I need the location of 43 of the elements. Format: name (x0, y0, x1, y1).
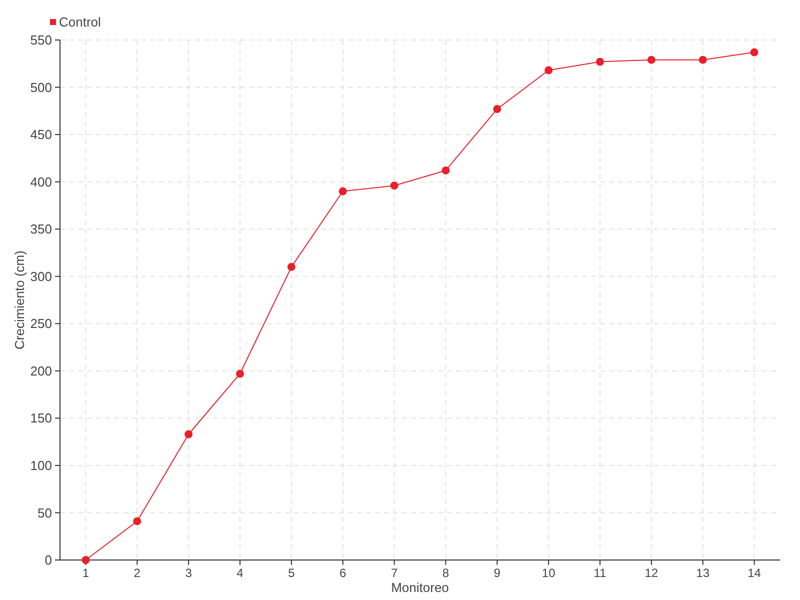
point (596, 58, 604, 66)
x-tick-label: 14 (748, 566, 762, 580)
x-tick-label: 1 (82, 566, 90, 580)
point (287, 262, 296, 271)
point (750, 48, 758, 56)
y-tick-label: 300 (30, 268, 52, 284)
point (82, 556, 90, 564)
y-tick-label: 50 (38, 505, 52, 520)
y-axis-title: Crecimiento (cm) (12, 250, 27, 350)
point (133, 517, 142, 526)
y-tick-label: 200 (30, 363, 52, 378)
point (647, 56, 656, 64)
x-tick-label: 7 (390, 566, 398, 580)
y-tick-label: 350 (30, 222, 52, 237)
x-tick-label: 13 (696, 566, 710, 580)
point (698, 56, 707, 64)
y-tick-label: 250 (30, 316, 52, 332)
point (544, 66, 553, 74)
y-tick-label: 150 (30, 410, 52, 426)
y-tick-label: 450 (30, 127, 52, 142)
x-tick-label: 5 (288, 566, 296, 580)
point (390, 182, 398, 190)
x-axis-title: Monitoreo (391, 580, 449, 595)
x-tick-label: 12 (644, 566, 658, 580)
x-tick-label: 2 (134, 566, 141, 580)
legend-label: Control (59, 14, 102, 30)
point (236, 370, 244, 378)
x-tick-label: 6 (340, 566, 347, 580)
point (184, 430, 193, 438)
y-tick-label: 400 (30, 174, 52, 190)
x-tick-label: 4 (236, 566, 244, 580)
point (493, 105, 502, 113)
y-tick-label: 0 (44, 552, 52, 568)
y-tick-label: 500 (30, 80, 52, 95)
x-tick-label: 10 (542, 566, 556, 580)
point (442, 166, 450, 174)
x-tick-label: 9 (494, 566, 501, 580)
point (338, 187, 347, 196)
y-tick-label: 550 (30, 32, 52, 48)
x-tick-label: 8 (442, 566, 450, 580)
x-tick-label: 3 (185, 566, 192, 580)
y-tick-label: 100 (30, 458, 52, 474)
x-tick-label: 11 (594, 566, 607, 580)
